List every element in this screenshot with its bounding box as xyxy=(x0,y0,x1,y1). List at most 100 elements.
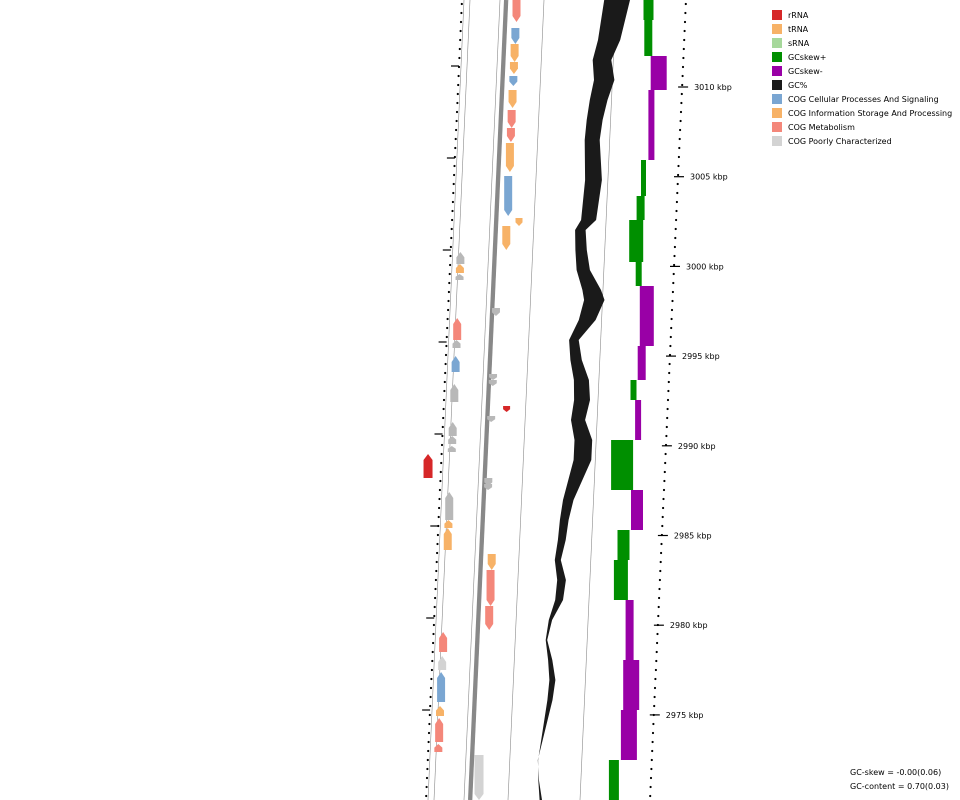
ruler-dot xyxy=(429,686,433,690)
ruler-dot xyxy=(449,263,452,267)
ruler-dot xyxy=(435,569,438,573)
ruler-dot xyxy=(442,416,445,420)
ruler-dot xyxy=(673,245,677,249)
ruler-dot xyxy=(650,758,653,762)
ruler-dot xyxy=(673,263,676,267)
ruler-dot xyxy=(454,137,457,141)
ruler-dot xyxy=(681,65,685,69)
ruler-dot xyxy=(655,659,658,663)
ruler-dot xyxy=(675,209,678,213)
ruler-dot xyxy=(661,524,664,528)
ruler-dot xyxy=(666,398,670,402)
gene-arrow xyxy=(510,44,519,62)
stats-panel: GC-skew = -0.00(0.06) GC-content = 0.70(… xyxy=(850,766,949,794)
ruler-dot xyxy=(429,704,432,708)
ruler-dot xyxy=(459,38,462,42)
tick-label: 3010 kbp xyxy=(694,83,732,92)
legend-item: COG Poorly Characterized xyxy=(772,134,952,148)
guide-line xyxy=(427,0,465,800)
ruler-dot xyxy=(671,290,675,294)
gene-arrow xyxy=(445,492,454,520)
ruler-dot xyxy=(676,182,679,186)
ruler-dot xyxy=(681,83,684,87)
ruler-dot xyxy=(671,299,674,303)
gene-arrow xyxy=(506,128,515,142)
legend-label: GCskew- xyxy=(788,66,823,76)
gene-arrow xyxy=(437,672,446,702)
gc-skew-positive xyxy=(643,0,654,20)
ruler-dot xyxy=(657,614,660,618)
legend-swatch xyxy=(772,94,782,104)
ruler-dot xyxy=(668,371,671,375)
gc-skew-positive xyxy=(613,560,628,600)
ruler-dot xyxy=(667,380,670,384)
ruler-dot xyxy=(662,488,666,492)
gene-arrow xyxy=(438,656,447,670)
ruler-dot xyxy=(436,551,439,555)
ruler-dot xyxy=(456,101,459,105)
gc-skew-positive xyxy=(630,380,637,400)
ruler-dot xyxy=(670,317,673,321)
ruler-dot xyxy=(672,281,675,285)
ruler-dot xyxy=(657,605,660,609)
ruler-dot xyxy=(451,218,454,222)
tick-label: 2980 kbp xyxy=(670,621,708,630)
ruler-dot xyxy=(428,722,431,726)
position-ruler xyxy=(422,2,687,798)
tick-label: 2995 kbp xyxy=(682,352,720,361)
ruler-dot xyxy=(681,74,684,78)
legend-label: COG Cellular Processes And Signaling xyxy=(788,94,939,104)
tick-label: 3005 kbp xyxy=(690,173,728,182)
legend-swatch xyxy=(772,52,782,62)
ruler-dot xyxy=(651,749,654,753)
ruler-dot xyxy=(441,434,444,438)
legend-label: COG Metabolism xyxy=(788,122,855,132)
ruler-dot xyxy=(440,452,443,456)
backbone-track xyxy=(468,0,508,800)
legend-swatch xyxy=(772,10,782,20)
gene-arrow xyxy=(504,176,513,216)
legend-item: COG Information Storage And Processing xyxy=(772,106,952,120)
tick-label: 3000 kbp xyxy=(686,262,724,271)
ruler-dot xyxy=(435,560,438,564)
gene-arrow xyxy=(456,252,465,264)
gc-content-stat: GC-content = 0.70(0.03) xyxy=(850,782,949,791)
ruler-dot xyxy=(455,110,459,114)
ruler-dot xyxy=(650,767,653,771)
ruler-dot xyxy=(448,281,451,285)
ruler-dot xyxy=(444,353,448,357)
ruler-dot xyxy=(678,137,681,141)
ruler-dot xyxy=(428,713,431,717)
gene-arrow xyxy=(515,218,523,226)
ruler-dot xyxy=(427,731,431,735)
ruler-dot xyxy=(455,119,458,123)
gc-skew-negative xyxy=(650,56,667,90)
gc-skew-positive xyxy=(611,440,634,490)
legend-label: COG Information Storage And Processing xyxy=(788,108,953,118)
ruler-dot xyxy=(451,209,454,213)
gene-tracks xyxy=(423,0,523,800)
legend-item: sRNA xyxy=(772,36,952,50)
ruler-dot xyxy=(444,371,447,375)
ruler-dot xyxy=(443,389,446,393)
gene-arrow xyxy=(447,446,456,452)
ruler-dot xyxy=(457,83,460,87)
ruler-dot xyxy=(427,740,430,744)
ruler-dot xyxy=(453,173,456,177)
ruler-dot xyxy=(668,362,671,366)
ruler-dot xyxy=(425,794,428,798)
ruler-dot xyxy=(674,236,677,240)
gc-skew-positive xyxy=(617,530,630,560)
ruler-dot xyxy=(442,398,446,402)
ruler-dot xyxy=(438,497,441,501)
ruler-dot xyxy=(658,596,661,600)
ruler-dot xyxy=(659,569,662,573)
gene-arrow xyxy=(505,143,514,172)
ruler-dot xyxy=(453,164,456,168)
ruler-dot xyxy=(670,308,674,312)
gene-arrow xyxy=(455,274,464,280)
gene-arrow xyxy=(503,406,511,412)
legend-item: tRNA xyxy=(772,22,952,36)
tick-labels: 3010 kbp 3005 kbp 3000 kbp 2995 kbp 2990 kbp… xyxy=(649,83,732,720)
gene-arrow xyxy=(488,380,497,386)
